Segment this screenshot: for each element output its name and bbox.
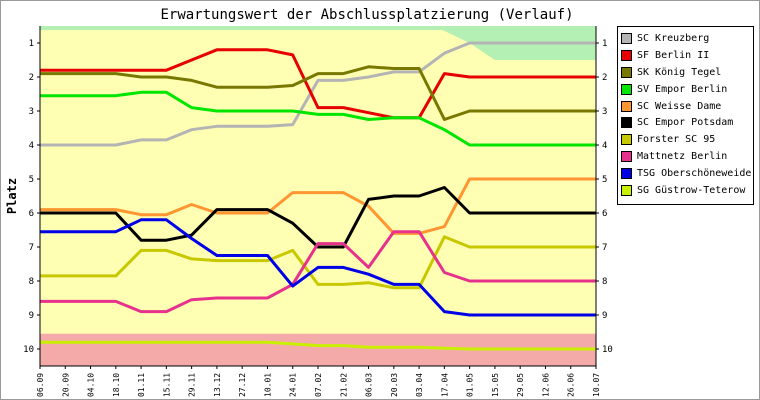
legend-item: Forster SC 95 [621, 131, 753, 148]
x-tick-label: 20.09 [61, 373, 70, 397]
x-tick-label: 29.11 [188, 373, 197, 397]
series-line-8 [40, 230, 596, 314]
series-layer [40, 41, 596, 351]
legend-swatch [621, 134, 632, 146]
legend: SC Kreuzberg SF Berlin II SK König Tegel SV… [617, 26, 754, 205]
legend-swatch [621, 151, 632, 163]
axes-layer: 1 1 2 2 3 3 4 4 5 5 6 6 7 7 8 8 9 9 10 10 06.09 20.09 04.10 18.… [23, 26, 613, 397]
y-tick-label-left: 1 [29, 39, 34, 49]
y-tick-label-left: 8 [29, 277, 34, 287]
legend-label: SK König Tegel [637, 66, 722, 78]
y-tick-label-left: 3 [29, 107, 34, 117]
legend-swatch [621, 117, 632, 129]
series-line-6 [40, 186, 596, 249]
legend-label: TSG Oberschöneweide [637, 168, 752, 180]
x-tick-label: 15.11 [162, 373, 171, 397]
legend-swatch [621, 49, 632, 61]
x-tick-label: 01.11 [137, 373, 146, 397]
legend-label: SC Weisse Dame [637, 100, 722, 112]
y-tick-label-left: 9 [29, 311, 34, 321]
legend-item: SG Güstrow-Teterow [621, 182, 753, 199]
y-tick-label-right: 7 [602, 243, 607, 253]
y-tick-label-left: 5 [29, 175, 34, 185]
y-tick-label-left: 10 [23, 345, 34, 355]
x-tick-label: 07.02 [314, 373, 323, 397]
y-tick-label-left: 7 [29, 243, 34, 253]
x-tick-label: 24.01 [289, 373, 298, 397]
x-tick-label: 10.01 [263, 373, 272, 397]
y-tick-label-right: 9 [602, 311, 607, 321]
x-tick-label: 13.12 [213, 373, 222, 397]
x-tick-label: 01.05 [466, 373, 475, 397]
x-tick-label: 20.03 [390, 373, 399, 397]
y-tick-label-right: 1 [602, 39, 607, 49]
y-tick-label-right: 6 [602, 209, 607, 219]
y-tick-label-left: 2 [29, 73, 34, 83]
legend-label: SC Kreuzberg [637, 32, 710, 44]
legend-swatch [621, 168, 632, 180]
legend-item: SF Berlin II [621, 47, 753, 64]
legend-item: SK König Tegel [621, 64, 753, 81]
x-tick-label: 27.12 [238, 373, 247, 397]
legend-swatch [621, 66, 632, 78]
x-tick-label: 10.07 [592, 373, 601, 397]
y-axis-label: Platz [5, 178, 19, 214]
legend-label: SV Empor Berlin [637, 83, 728, 95]
series-line-10 [40, 340, 596, 351]
legend-label: Mattnetz Berlin [637, 151, 728, 163]
y-tick-label-right: 3 [602, 107, 607, 117]
series-line-1 [40, 41, 596, 147]
series-line-5 [40, 177, 596, 235]
legend-label: SC Empor Potsdam [637, 117, 734, 129]
chart-title: Erwartungswert der Abschlussplatzierung … [160, 7, 573, 23]
series-line-4 [40, 90, 596, 147]
series-line-9 [40, 218, 596, 317]
y-tick-label-right: 8 [602, 277, 607, 287]
legend-item: TSG Oberschöneweide [621, 165, 753, 182]
series-line-3 [40, 65, 596, 121]
legend-label: SG Güstrow-Teterow [637, 184, 746, 196]
series-line-2 [40, 48, 596, 120]
x-tick-label: 29.05 [516, 373, 525, 397]
y-tick-label-left: 6 [29, 209, 34, 219]
legend-item: SC Empor Potsdam [621, 114, 753, 131]
y-tick-label-right: 2 [602, 73, 607, 83]
legend-swatch [621, 184, 632, 196]
x-tick-label: 21.02 [339, 373, 348, 397]
legend-item: SC Kreuzberg [621, 30, 753, 47]
x-tick-label: 03.04 [415, 373, 424, 397]
zone-promotion [40, 26, 596, 31]
legend-item: SC Weisse Dame [621, 98, 753, 115]
y-tick-label-left: 4 [29, 141, 34, 151]
x-tick-label: 26.06 [567, 373, 576, 397]
x-tick-label: 06.03 [365, 373, 374, 397]
y-tick-label-right: 5 [602, 175, 607, 185]
legend-item: SV Empor Berlin [621, 81, 753, 98]
y-tick-label-right: 4 [602, 141, 607, 151]
x-tick-label: 18.10 [112, 373, 121, 397]
legend-label: SF Berlin II [637, 49, 710, 61]
legend-swatch [621, 100, 632, 112]
series-line-7 [40, 235, 596, 290]
legend-swatch [621, 32, 632, 44]
legend-label: Forster SC 95 [637, 134, 716, 146]
x-tick-label: 17.04 [440, 373, 449, 397]
legend-item: Mattnetz Berlin [621, 148, 753, 165]
x-tick-label: 12.06 [541, 373, 550, 397]
legend-swatch [621, 83, 632, 95]
y-tick-label-right: 10 [602, 345, 613, 355]
x-tick-label: 15.05 [491, 373, 500, 397]
x-tick-label: 06.09 [36, 373, 45, 397]
x-tick-label: 04.10 [87, 373, 96, 397]
